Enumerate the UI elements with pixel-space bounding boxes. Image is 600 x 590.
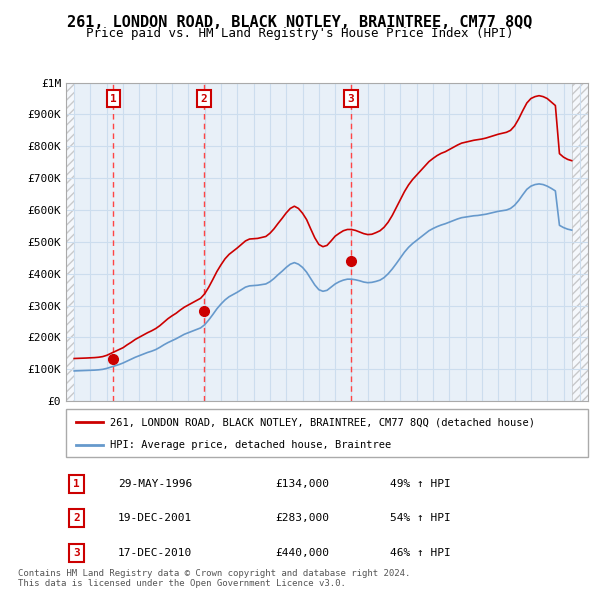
Text: 17-DEC-2010: 17-DEC-2010 xyxy=(118,548,193,558)
Text: 2: 2 xyxy=(200,94,208,103)
Text: 261, LONDON ROAD, BLACK NOTLEY, BRAINTREE, CM77 8QQ (detached house): 261, LONDON ROAD, BLACK NOTLEY, BRAINTRE… xyxy=(110,417,535,427)
Text: Price paid vs. HM Land Registry's House Price Index (HPI): Price paid vs. HM Land Registry's House … xyxy=(86,27,514,40)
Text: 1: 1 xyxy=(110,94,117,103)
Text: 261, LONDON ROAD, BLACK NOTLEY, BRAINTREE, CM77 8QQ: 261, LONDON ROAD, BLACK NOTLEY, BRAINTRE… xyxy=(67,15,533,30)
FancyBboxPatch shape xyxy=(66,409,588,457)
Text: £440,000: £440,000 xyxy=(275,548,329,558)
Text: 46% ↑ HPI: 46% ↑ HPI xyxy=(389,548,451,558)
Text: £134,000: £134,000 xyxy=(275,479,329,489)
Text: Contains HM Land Registry data © Crown copyright and database right 2024.
This d: Contains HM Land Registry data © Crown c… xyxy=(18,569,410,588)
Text: HPI: Average price, detached house, Braintree: HPI: Average price, detached house, Brai… xyxy=(110,440,392,450)
Text: 1: 1 xyxy=(73,479,80,489)
Text: 54% ↑ HPI: 54% ↑ HPI xyxy=(389,513,451,523)
Text: 19-DEC-2001: 19-DEC-2001 xyxy=(118,513,193,523)
Text: 3: 3 xyxy=(73,548,80,558)
Text: 29-MAY-1996: 29-MAY-1996 xyxy=(118,479,193,489)
Text: 2: 2 xyxy=(73,513,80,523)
Text: £283,000: £283,000 xyxy=(275,513,329,523)
Text: 3: 3 xyxy=(347,94,354,103)
Text: 49% ↑ HPI: 49% ↑ HPI xyxy=(389,479,451,489)
